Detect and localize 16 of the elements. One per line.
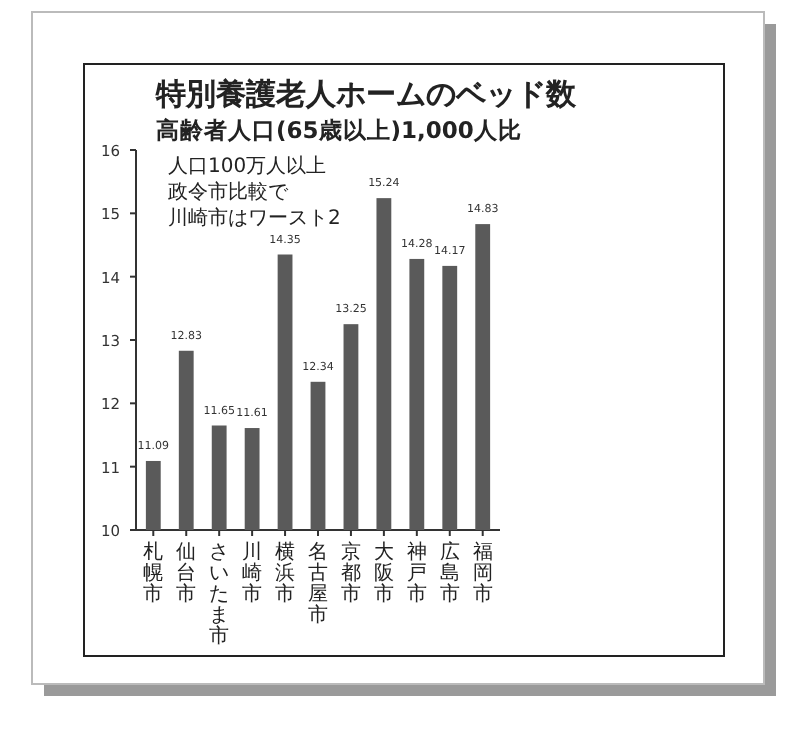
x-tick-label: 札幌市: [143, 540, 164, 606]
x-tick-label: 名古屋市: [308, 540, 328, 627]
x-tick-label: 大阪市: [373, 540, 394, 606]
x-tick-label: 京都市: [340, 540, 361, 606]
annotation: 政令市比較で: [168, 180, 290, 204]
x-tick-label: 広島市: [439, 540, 460, 606]
x-tick-label: 神戸市: [406, 540, 427, 606]
chart-subtitle: 高齢者人口(65歳以上)1,000人比: [156, 116, 522, 144]
x-tick-label: 福岡市: [472, 540, 493, 606]
x-tick-label: 仙台市: [176, 542, 197, 606]
annotation: 川崎市はワースト2: [168, 206, 341, 230]
annotation: 人口100万人以上: [168, 154, 327, 178]
x-tick-label: 横浜市: [275, 540, 296, 606]
x-tick-label: 川崎市: [242, 540, 263, 606]
chart-title: 特別養護老人ホームのベッド数: [154, 76, 578, 112]
x-tick-label: さいたま市: [209, 542, 230, 648]
